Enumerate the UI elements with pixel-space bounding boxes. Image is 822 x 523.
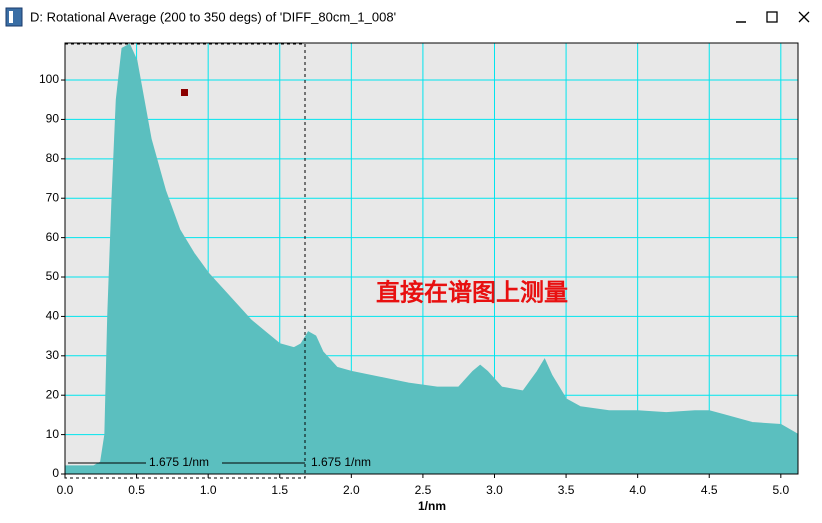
y-tick-label: 30 [46,348,60,362]
y-tick-label: 100 [39,72,59,86]
x-tick-label: 4.5 [701,483,718,497]
y-tick-label: 90 [46,112,60,126]
x-tick-label: 0.5 [128,483,145,497]
app-icon-detail [9,11,13,23]
cursor-marker [181,89,188,96]
plot [64,42,799,475]
app-icon [5,7,23,27]
y-tick-label: 40 [46,309,60,323]
maximize-button[interactable] [766,11,778,23]
x-tick-label: 3.5 [558,483,575,497]
window-title: D: Rotational Average (200 to 350 degs) … [30,9,396,24]
plot-border [64,42,799,475]
annotation: 直接在谱图上测量 [376,278,568,307]
y-tick-label: 80 [46,151,60,165]
x-axis-title: 1/nm [418,499,446,513]
y-tick-label: 70 [46,190,60,204]
selection-box [64,43,306,479]
title-bar [0,0,822,34]
x-tick-label: 2.0 [343,483,360,497]
x-tick-label: 0.0 [57,483,74,497]
y-tick-label: 20 [46,387,60,401]
x-tick-label: 4.0 [629,483,646,497]
x-tick-label: 1.5 [271,483,288,497]
measure-label: 1.675 1/nm [149,455,209,469]
x-tick-label: 1.0 [200,483,217,497]
area-fill [65,44,798,474]
close-button[interactable] [798,11,810,23]
x-tick-label: 2.5 [415,483,432,497]
measure-label: 1.675 1/nm [311,455,371,469]
y-tick-label: 60 [46,230,60,244]
measure-label-bg [146,456,222,470]
y-tick-label: 0 [52,466,59,480]
area-line [65,43,799,467]
y-tick-label: 10 [46,427,60,441]
x-tick-label: 3.0 [486,483,503,497]
y-tick-label: 50 [46,269,60,283]
x-tick-label: 5.0 [772,483,789,497]
